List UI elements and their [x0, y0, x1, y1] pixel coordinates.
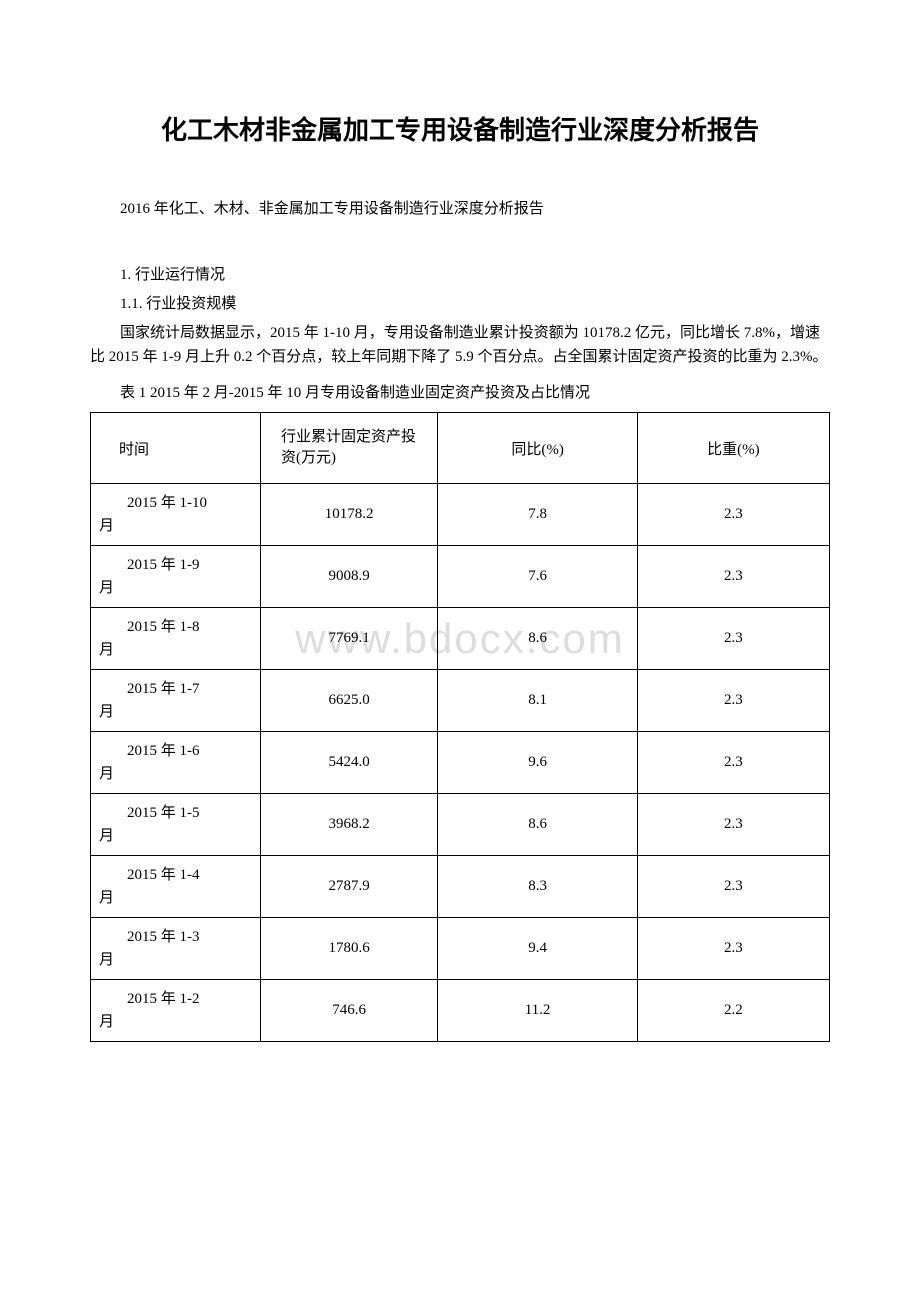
table-header-ratio: 比重(%) — [637, 413, 829, 484]
table-cell-ratio: 2.3 — [637, 484, 829, 546]
table-cell-ratio: 2.3 — [637, 794, 829, 856]
table-cell-time: 2015 年 1-9月 — [91, 546, 261, 608]
table-body: 2015 年 1-10月10178.27.82.32015 年 1-9月9008… — [91, 484, 830, 1042]
table-cell-yoy: 11.2 — [438, 980, 638, 1042]
table-header-time: 时间 — [91, 413, 261, 484]
table-cell-ratio: 2.3 — [637, 546, 829, 608]
table-cell-yoy: 8.3 — [438, 856, 638, 918]
document-content: 化工木材非金属加工专用设备制造行业深度分析报告 2016 年化工、木材、非金属加… — [90, 110, 830, 1042]
table-cell-yoy: 9.4 — [438, 918, 638, 980]
table-header-investment: 行业累计固定资产投资(万元) — [260, 413, 437, 484]
table-row: 2015 年 1-9月9008.97.62.3 — [91, 546, 830, 608]
table-row: 2015 年 1-3月1780.69.42.3 — [91, 918, 830, 980]
table-cell-time: 2015 年 1-6月 — [91, 732, 261, 794]
table-row: 2015 年 1-7月6625.08.12.3 — [91, 670, 830, 732]
table-cell-time: 2015 年 1-7月 — [91, 670, 261, 732]
table-cell-yoy: 8.1 — [438, 670, 638, 732]
table-row: 2015 年 1-8月7769.18.62.3 — [91, 608, 830, 670]
section-1-1-heading: 1.1. 行业投资规模 — [90, 292, 830, 313]
table-cell-time: 2015 年 1-4月 — [91, 856, 261, 918]
table-row: 2015 年 1-2月746.611.22.2 — [91, 980, 830, 1042]
table-row: 2015 年 1-5月3968.28.62.3 — [91, 794, 830, 856]
table-cell-investment: 7769.1 — [260, 608, 437, 670]
table-row: 2015 年 1-4月2787.98.32.3 — [91, 856, 830, 918]
table-cell-investment: 10178.2 — [260, 484, 437, 546]
table-cell-yoy: 7.6 — [438, 546, 638, 608]
table-cell-yoy: 8.6 — [438, 794, 638, 856]
table-cell-investment: 6625.0 — [260, 670, 437, 732]
table-cell-yoy: 8.6 — [438, 608, 638, 670]
table-cell-time: 2015 年 1-2月 — [91, 980, 261, 1042]
table-cell-yoy: 9.6 — [438, 732, 638, 794]
table-header-yoy: 同比(%) — [438, 413, 638, 484]
table-cell-investment: 9008.9 — [260, 546, 437, 608]
table-row: 2015 年 1-10月10178.27.82.3 — [91, 484, 830, 546]
table-caption: 表 1 2015 年 2 月-2015 年 10 月专用设备制造业固定资产投资及… — [90, 381, 830, 402]
table-cell-time: 2015 年 1-10月 — [91, 484, 261, 546]
table-cell-time: 2015 年 1-5月 — [91, 794, 261, 856]
table-cell-ratio: 2.3 — [637, 608, 829, 670]
table-row: 2015 年 1-6月5424.09.62.3 — [91, 732, 830, 794]
table-cell-investment: 1780.6 — [260, 918, 437, 980]
table-cell-investment: 2787.9 — [260, 856, 437, 918]
table-cell-ratio: 2.3 — [637, 856, 829, 918]
document-subtitle: 2016 年化工、木材、非金属加工专用设备制造行业深度分析报告 — [90, 197, 830, 218]
table-cell-time: 2015 年 1-3月 — [91, 918, 261, 980]
table-header-row: 时间 行业累计固定资产投资(万元) 同比(%) 比重(%) — [91, 413, 830, 484]
table-cell-yoy: 7.8 — [438, 484, 638, 546]
table-cell-investment: 5424.0 — [260, 732, 437, 794]
table-cell-ratio: 2.3 — [637, 918, 829, 980]
table-cell-time: 2015 年 1-8月 — [91, 608, 261, 670]
data-table: 时间 行业累计固定资产投资(万元) 同比(%) 比重(%) 2015 年 1-1… — [90, 412, 830, 1042]
table-cell-ratio: 2.2 — [637, 980, 829, 1042]
table-cell-ratio: 2.3 — [637, 732, 829, 794]
section-1-heading: 1. 行业运行情况 — [90, 263, 830, 284]
document-title: 化工木材非金属加工专用设备制造行业深度分析报告 — [90, 110, 830, 147]
table-cell-investment: 746.6 — [260, 980, 437, 1042]
body-paragraph: 国家统计局数据显示，2015 年 1-10 月，专用设备制造业累计投资额为 10… — [90, 321, 830, 369]
table-cell-investment: 3968.2 — [260, 794, 437, 856]
table-cell-ratio: 2.3 — [637, 670, 829, 732]
